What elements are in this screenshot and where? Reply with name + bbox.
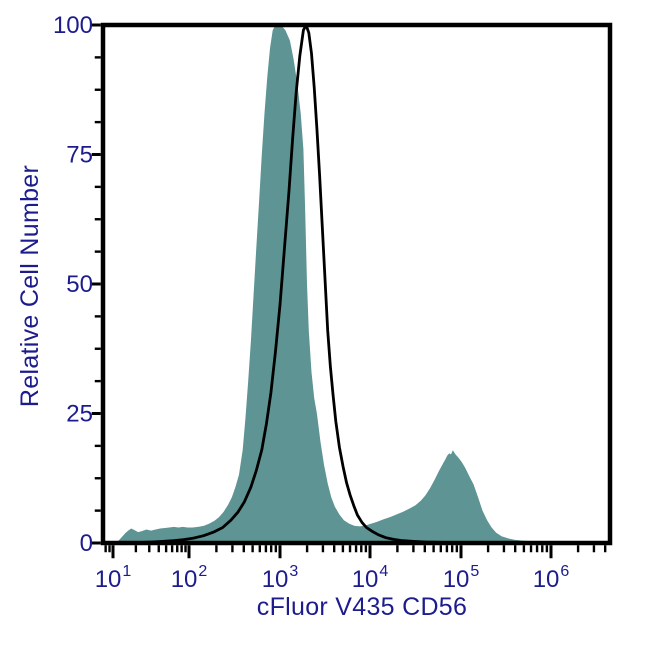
y-axis: 0 25 50 75 100 (53, 12, 101, 557)
x-axis-title: cFluor V435 CD56 (257, 593, 467, 621)
y-axis-tick-label: 75 (66, 142, 93, 169)
plot-frame (100, 22, 613, 546)
x-axis-tick-label: 101 (95, 563, 132, 593)
plot-series (118, 23, 601, 544)
y-axis-tick-label: 100 (53, 12, 93, 39)
x-axis-tick-label: 105 (443, 563, 480, 593)
plot-frame-box (100, 22, 613, 546)
y-axis-tick-label: 0 (80, 530, 93, 557)
series-open-histogram-line (138, 23, 467, 544)
series-filled-histogram-area (118, 25, 601, 543)
x-axis-tick-label: 106 (533, 563, 570, 593)
x-axis-tick-label: 103 (262, 563, 299, 593)
x-axis-tick-label: 104 (352, 563, 389, 593)
y-axis-tick-label: 25 (66, 401, 93, 428)
y-axis-tick-label: 50 (66, 271, 93, 298)
x-axis-tick-label: 102 (171, 563, 208, 593)
x-axis: 101 102 103 104 105 106 (95, 545, 607, 593)
y-axis-title: Relative Cell Number (16, 165, 44, 407)
